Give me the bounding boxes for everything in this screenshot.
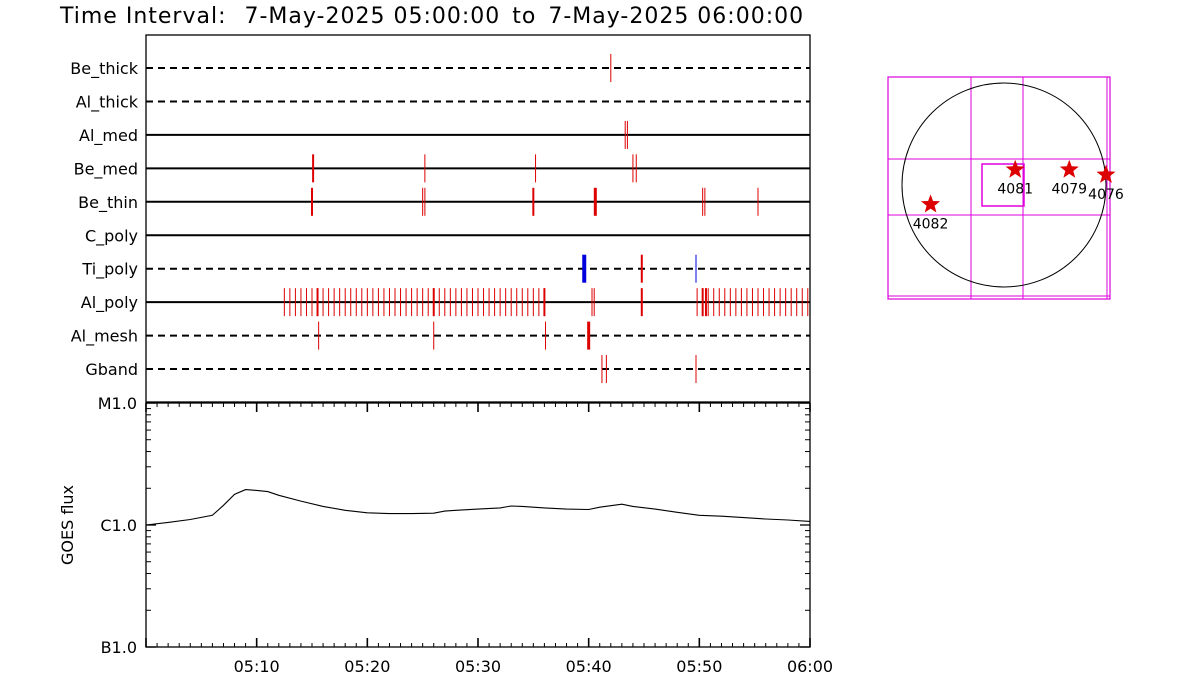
row-label-gband: Gband (85, 360, 138, 379)
x-tick-label: 05:50 (676, 657, 722, 676)
field-of-view-box (981, 163, 1025, 207)
active-region-marker (1096, 164, 1116, 183)
x-tick-label: 05:30 (455, 657, 501, 676)
row-label-be-thick: Be_thick (70, 59, 138, 79)
row-label-be-med: Be_med (74, 159, 138, 179)
row-label-c-poly: C_poly (85, 226, 138, 246)
active-region-marker (1005, 159, 1025, 178)
x-tick-label: 06:00 (787, 657, 833, 676)
y-tick-label: M1.0 (98, 394, 137, 413)
time-interval-title: Time Interval: 7-May-2025 05:00:00 to 7-May… (59, 4, 804, 29)
active-region-marker (921, 194, 941, 213)
active-region-label: 4079 (1051, 182, 1087, 198)
active-region-label: 4082 (913, 216, 949, 232)
y-tick-label: C1.0 (100, 516, 137, 535)
sun-map: 4082 4081 4079 4076 (887, 76, 1124, 300)
row-label-al-mesh: Al_mesh (71, 327, 138, 347)
row-label-al-med: Al_med (79, 126, 138, 146)
x-tick-label: 05:10 (234, 657, 280, 676)
row-label-ti-poly: Ti_poly (81, 260, 138, 280)
goes-flux-line (145, 489, 811, 526)
active-region-marker (1059, 159, 1079, 178)
active-region-label: 4081 (997, 182, 1033, 198)
solar-limb (901, 82, 1107, 288)
filter-timeline-panel: Be_thick Al_thick Al_med Be_med Be_thin C_pol… (70, 34, 811, 403)
y-tick-label: B1.0 (101, 638, 137, 657)
x-tick-label: 05:40 (566, 657, 612, 676)
flux-frame (145, 402, 811, 648)
y-axis-label: GOES flux (58, 485, 77, 565)
x-tick-label: 05:20 (344, 657, 390, 676)
map-frame (887, 76, 1111, 300)
timeline-frame (145, 34, 811, 403)
row-label-al-thick: Al_thick (76, 92, 139, 112)
goes-flux-panel: 05:10 05:20 05:30 05:40 05:50 06:00 M1.0 C1.0 B1… (58, 394, 833, 676)
active-region-label: 4076 (1088, 187, 1124, 203)
row-label-be-thin: Be_thin (78, 193, 138, 213)
row-label-al-poly: Al_poly (81, 293, 138, 313)
